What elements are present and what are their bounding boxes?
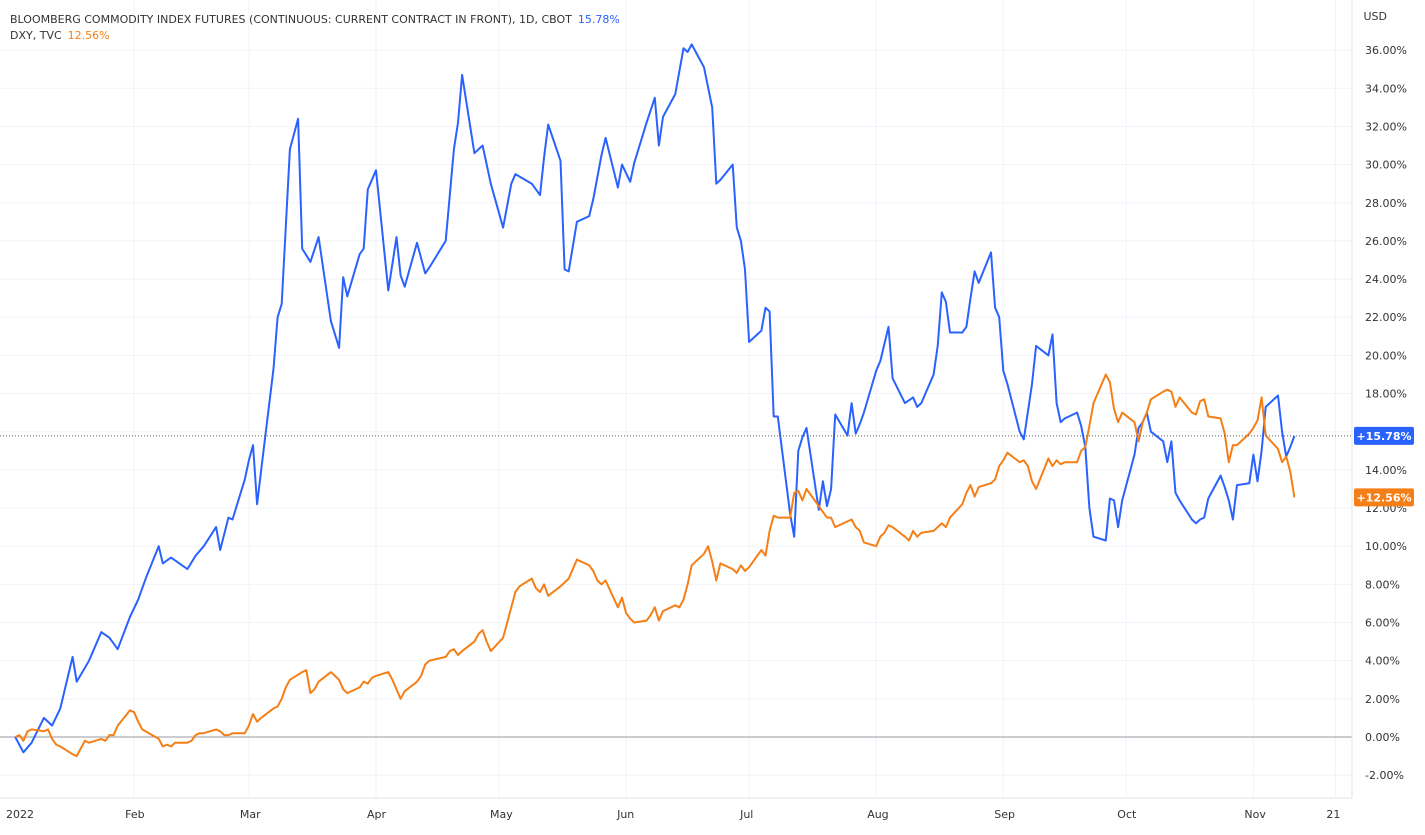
x-tick-label: Apr	[367, 808, 387, 821]
y-tick-label: 18.00%	[1365, 388, 1407, 401]
legend-series-2-label: DXY, TVC	[10, 29, 62, 42]
y-tick-label: 34.00%	[1365, 82, 1407, 95]
x-tick-label: May	[490, 808, 513, 821]
x-tick-label: 21	[1326, 808, 1340, 821]
badge-bcom	[1354, 426, 1414, 445]
y-tick-label: 10.00%	[1365, 540, 1407, 553]
y-tick-label: 14.00%	[1365, 464, 1407, 477]
badge-label-dxy: +12.56%	[1356, 491, 1411, 504]
y-tick-label: 28.00%	[1365, 197, 1407, 210]
y-tick-label: 26.00%	[1365, 235, 1407, 248]
y-tick-label: 20.00%	[1365, 349, 1407, 362]
y-tick-label: 0.00%	[1365, 731, 1400, 744]
x-tick-label: Jun	[616, 808, 634, 821]
chart-legend: BLOOMBERG COMMODITY INDEX FUTURES (CONTI…	[10, 10, 620, 46]
legend-series-1-value: 15.78%	[577, 13, 620, 26]
legend-series-1[interactable]: BLOOMBERG COMMODITY INDEX FUTURES (CONTI…	[10, 10, 620, 30]
y-tick-label: 4.00%	[1365, 655, 1400, 668]
x-tick-label: Sep	[994, 808, 1015, 821]
y-axis-ticks: -2.00%0.00%2.00%4.00%6.00%8.00%10.00%12.…	[1365, 44, 1407, 782]
legend-series-2[interactable]: DXY, TVC 12.56%	[10, 26, 620, 46]
series-line-dxy	[14, 373, 1296, 758]
x-tick-label: Feb	[125, 808, 144, 821]
y-tick-label: 8.00%	[1365, 578, 1400, 591]
y-tick-label: 2.00%	[1365, 693, 1400, 706]
axis-unit-label: USD	[1363, 10, 1387, 23]
x-tick-label: Nov	[1244, 808, 1266, 821]
y-tick-label: 6.00%	[1365, 617, 1400, 630]
badge-dxy	[1354, 488, 1414, 507]
y-tick-label: 36.00%	[1365, 44, 1407, 57]
x-tick-label: Oct	[1117, 808, 1137, 821]
y-tick-label: 22.00%	[1365, 311, 1407, 324]
series-lines	[14, 43, 1296, 758]
x-tick-label: Jul	[739, 808, 753, 821]
y-tick-label: 30.00%	[1365, 159, 1407, 172]
legend-series-1-label: BLOOMBERG COMMODITY INDEX FUTURES (CONTI…	[10, 13, 572, 26]
x-tick-label: Aug	[867, 808, 888, 821]
series-line-bcom	[14, 43, 1296, 754]
y-tick-label: -2.00%	[1365, 769, 1404, 782]
y-tick-label: 32.00%	[1365, 120, 1407, 133]
axes	[0, 0, 1353, 799]
y-tick-label: 24.00%	[1365, 273, 1407, 286]
x-tick-label: 2022	[6, 808, 34, 821]
x-tick-label: Mar	[240, 808, 261, 821]
legend-series-2-value: 12.56%	[67, 29, 110, 42]
x-axis-ticks: 2022 Feb Mar Apr May Jun Jul Aug Sep Oct Nov 21	[6, 808, 1340, 821]
grid-lines	[0, 0, 1352, 798]
last-value-badges: +15.78% +12.56%	[1354, 426, 1414, 507]
badge-label-bcom: +15.78%	[1356, 430, 1411, 443]
